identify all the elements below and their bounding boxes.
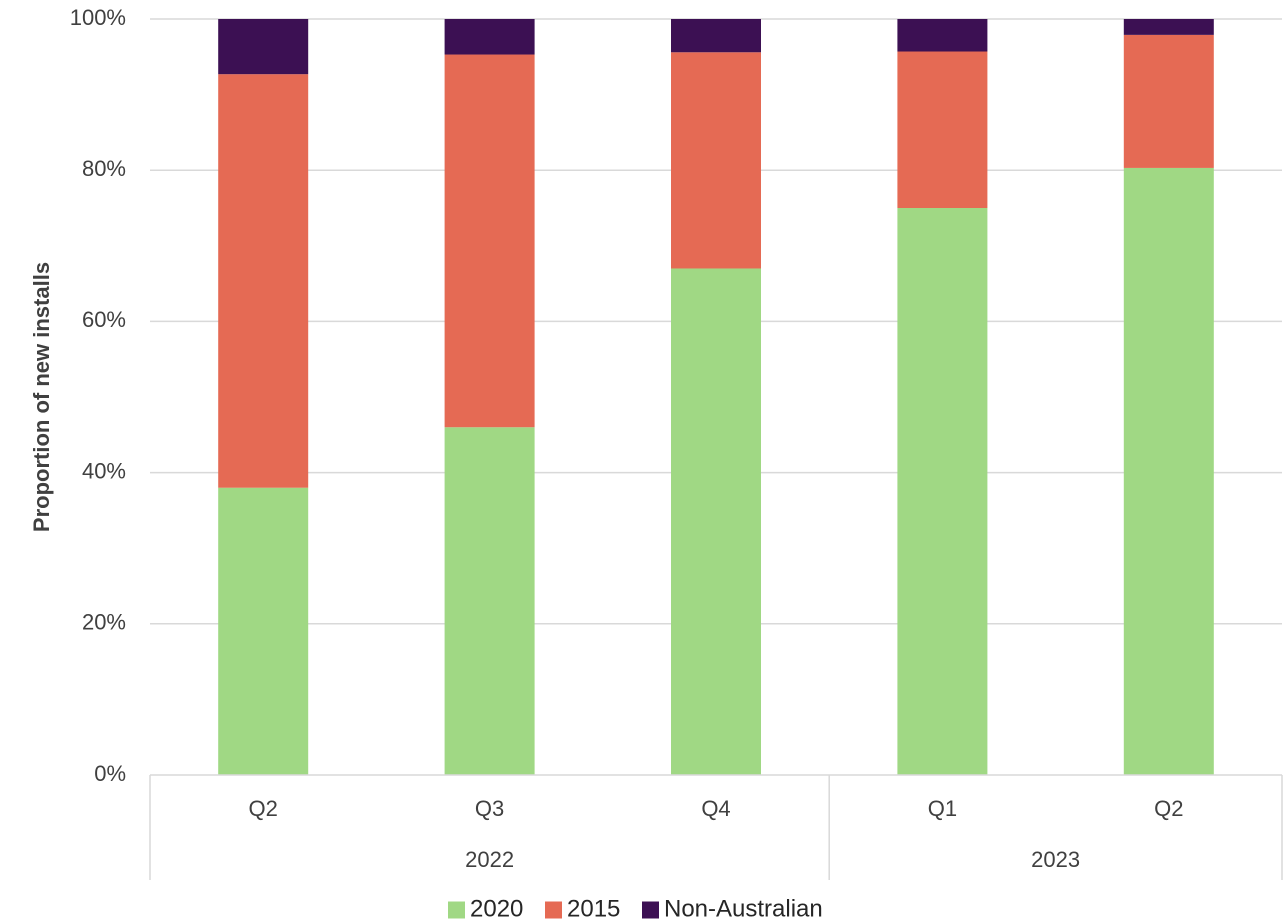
legend-swatch bbox=[448, 901, 465, 919]
legend-label: 2020 bbox=[470, 895, 523, 922]
bar-segment-2 bbox=[218, 74, 309, 488]
bar-segment-1 bbox=[671, 268, 761, 775]
x-category-label: Q2 bbox=[1154, 796, 1183, 821]
bar-segment-2 bbox=[444, 54, 535, 428]
y-axis-title: Proportion of new installs bbox=[29, 262, 54, 532]
bar-segment-1 bbox=[218, 487, 309, 775]
x-category-label: Q1 bbox=[928, 796, 957, 821]
bar-segment-1 bbox=[897, 208, 988, 775]
y-tick-label: 0% bbox=[94, 761, 126, 786]
axes: 0% 20% 40% 60% 80% 100% Q2 Q3 Q4 Q1 Q2 2022 2023 bbox=[70, 5, 1283, 880]
legend: 2020 2015 Non-Australian bbox=[448, 895, 823, 922]
bar-segment-2 bbox=[897, 51, 988, 209]
bar-segment-3 bbox=[897, 19, 988, 52]
x-group-label: 2023 bbox=[1031, 847, 1080, 872]
bar-segment-3 bbox=[444, 19, 535, 55]
bar-segment-1 bbox=[444, 427, 535, 775]
y-tick-label: 20% bbox=[82, 610, 126, 635]
bar-segment-3 bbox=[671, 19, 761, 53]
bar-segment-2 bbox=[1123, 34, 1214, 168]
x-category-label: Q4 bbox=[701, 796, 730, 821]
legend-label: 2015 bbox=[567, 895, 620, 922]
x-group-label: 2022 bbox=[465, 847, 514, 872]
bar-segment-1 bbox=[1123, 167, 1214, 775]
x-category-label: Q3 bbox=[475, 796, 504, 821]
bar-segment-3 bbox=[218, 19, 309, 75]
bar-segment-2 bbox=[671, 52, 761, 269]
bar-segment-3 bbox=[1123, 19, 1214, 35]
y-tick-label: 40% bbox=[82, 458, 126, 483]
bars bbox=[218, 19, 1214, 775]
legend-swatch bbox=[642, 901, 659, 919]
y-tick-label: 80% bbox=[82, 156, 126, 181]
x-category-label: Q2 bbox=[249, 796, 278, 821]
legend-label: Non-Australian bbox=[664, 895, 823, 922]
legend-swatch bbox=[545, 901, 562, 919]
y-tick-label: 100% bbox=[70, 5, 126, 30]
y-tick-label: 60% bbox=[82, 307, 126, 332]
